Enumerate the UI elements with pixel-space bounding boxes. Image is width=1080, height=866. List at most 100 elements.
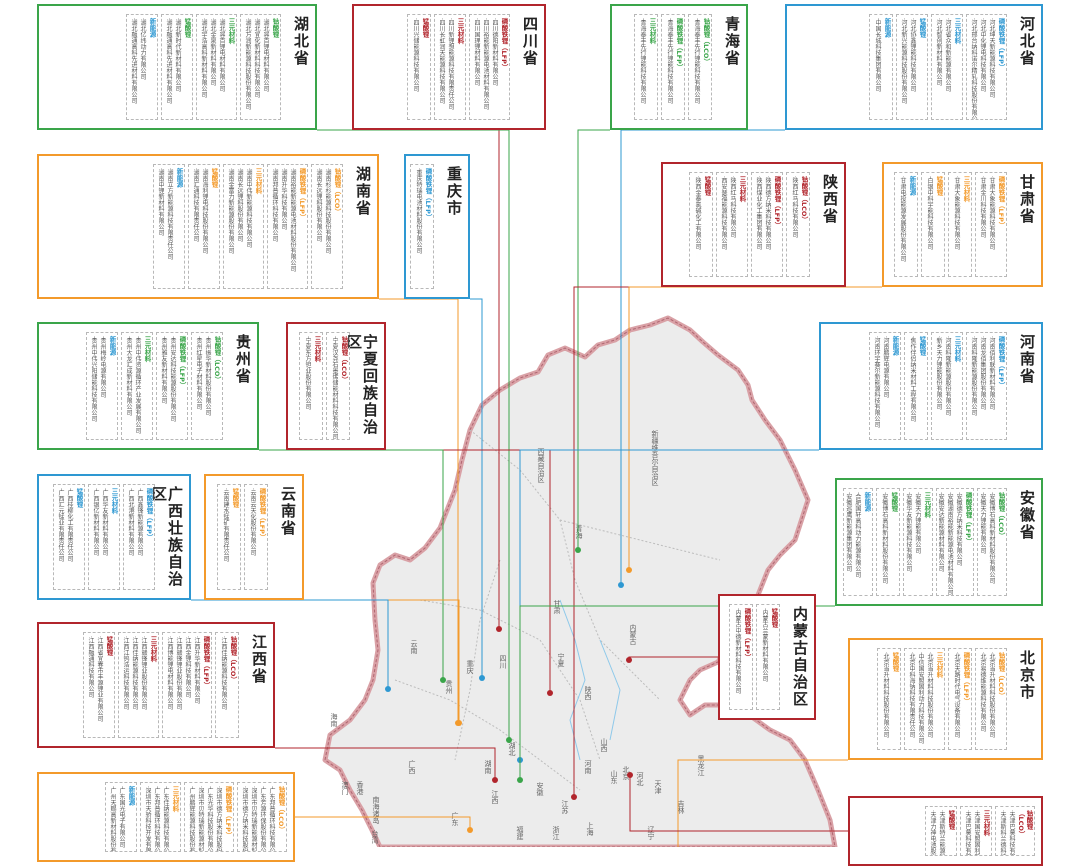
company-name: ·贵州振华新材料股份有限公司: [204, 336, 211, 416]
material-type-label: 锰酸锂: [210, 168, 218, 188]
river: [559, 599, 586, 761]
material-column: 新能源 ·湖南立方新能源科技有限责任公司 ·湖南中锂新材料有限公司: [153, 164, 185, 289]
province-name: 河南省: [1018, 334, 1036, 385]
river: [599, 639, 621, 741]
material-type-label: 新能源: [108, 336, 116, 356]
map-label: 天津: [654, 780, 662, 795]
material-column: 磷酸铁锂（LFP） ·四川德阳新材料有限公司 ·四川裕能新能源电池材料有限公司 ·四川…: [469, 14, 510, 120]
company-name: ·湖南升华科技有限公司: [280, 168, 287, 230]
map-label: 澳门: [341, 780, 349, 796]
material-type-label: 钴酸锂（LCO）: [229, 636, 237, 683]
company-name: ·安徽华友新能源科技有限公司: [904, 492, 912, 572]
material-columns: 钴酸锂（LCO） ·宁夏汉尧石墨烯储能材料科技有限公司 三元材料 ·宁夏东方钽业股份有…: [294, 332, 350, 440]
province-name: 安徽省: [1018, 490, 1036, 541]
connector-line: [577, 129, 610, 550]
material-type-label: 钴酸锂（LCO）: [340, 336, 348, 383]
company-name: ·北京当升材料科技股份有限公司: [988, 652, 995, 738]
material-columns: 钴酸锂（LCO） ·江西佳纳能源科技有限公司 磷酸铁锂（LFP） ·江西升华新材料有限…: [45, 632, 239, 738]
province-dot: [517, 777, 523, 783]
material-column: 锰酸锂 ·天津斯特兰能源科技有限公司 ·天津力神电池股份有限公司: [925, 806, 957, 856]
company-name: ·深圳市贝特瑞新能源材料股份有限公司: [250, 786, 257, 852]
company-name: ·湖南邦普循环科技有限公司: [271, 168, 278, 242]
company-name: ·广东国光电子有限公司: [118, 786, 125, 848]
material-type-label: 磷酸铁锂（LFP）: [145, 488, 153, 541]
material-type-label: 锰酸锂: [889, 492, 898, 512]
company-name: ·湖南长远锂科股份有限公司: [236, 168, 243, 242]
material-type-label: 锰酸锂: [770, 608, 778, 628]
province-boundary: [419, 599, 601, 761]
company-name: ·湖南长远锂科股份有限公司: [315, 168, 322, 242]
material-type-label: 钴酸锂（LCO）: [213, 336, 221, 383]
company-name: ·安徽湖南裕能新能源电池材料有限公司: [946, 492, 954, 596]
company-name: ·安徽博石高科新材料股份有限公司: [988, 492, 995, 584]
material-type-label: 钴酸锂（LCO）: [1017, 810, 1033, 838]
company-name: ·内蒙古中德新材料科技有限公司: [734, 608, 741, 694]
province-box-jiangxi: 江西省 钴酸锂（LCO） ·江西佳纳能源科技有限公司 磷酸铁锂（LFP） ·江西升华新材…: [37, 622, 275, 748]
connector-line: [295, 816, 471, 830]
company-name: ·四川新锂想能源科技有限责任公司: [447, 18, 454, 110]
material-type-label: 磷酸铁锂（LFP）: [500, 18, 508, 71]
material-type-label: 三元材料: [953, 18, 961, 44]
material-type-label: 钴酸锂（LCO）: [702, 18, 710, 65]
province-dot: [571, 794, 577, 800]
company-name: ·陕西红马科技有限公司: [729, 176, 736, 238]
material-type-label: 新能源: [148, 18, 156, 38]
company-name: ·河北智创新材料有限公司: [935, 18, 942, 86]
province-dot: [385, 686, 391, 692]
company-name: ·重庆特瑞电池材料股份有限公司: [415, 168, 422, 254]
material-type-label: 三元材料: [935, 652, 943, 678]
province-name: 宁夏回族自治区: [345, 334, 379, 436]
material-columns: 钴酸锂（LCO） ·贵州振华新材料股份有限公司 ·贵州红星电子材料有限公司 磷酸铁锂（…: [45, 332, 223, 440]
company-name: ·广西汇元锰业有限责任公司: [57, 488, 64, 562]
material-column: 三元材料 ·安徽天力锂能有限公司 ·安徽华友新能源科技有限公司: [902, 488, 933, 596]
company-name: ·湖北万润新能源科技股份有限公司: [244, 18, 251, 110]
company-name: ·宁夏汉尧石墨烯储能材料科技有限公司: [331, 336, 338, 440]
company-name: ·江西赣锋锂业股份有限公司: [140, 636, 147, 710]
company-name: ·江西佳纳能源科技有限公司: [131, 636, 138, 710]
material-column: 锰酸锂 ·内蒙古兰蒙新材料有限公司: [756, 604, 780, 710]
company-name: ·北京易德维能源科技有限公司: [979, 652, 986, 732]
connector-line: [379, 298, 459, 723]
company-name: ·天津斯特兰能源科技有限公司: [938, 810, 945, 856]
province-name: 湖南省: [354, 166, 372, 217]
province-dot: [496, 626, 502, 632]
province-name: 云南省: [279, 486, 297, 537]
company-name: ·天津巴莫科技有限责任公司: [964, 810, 971, 856]
company-name: ·青海泰丰先行锂能科技有限公司: [639, 18, 646, 104]
connector-line: [259, 449, 444, 680]
company-name: ·陕西红马科技有限公司: [791, 176, 798, 238]
material-type-label: 磷酸铁锂（LFP）: [743, 608, 751, 661]
company-name: ·湖北金泉新材料有限公司: [209, 18, 216, 86]
company-name: ·湖北亿纬动力有限公司: [139, 18, 146, 80]
company-name: ·广州天赐高新材料股份有限公司: [109, 786, 116, 852]
connector-line: [629, 775, 848, 832]
material-columns: 磷酸铁锂（LFP） ·广西鑫锋新能源有限公司 ·广西北港新材料有限公司 三元材料 ·广西…: [45, 484, 155, 590]
material-column: 新能源 ·河南鹏辉电源有限公司 ·河南环宇赛尔新能源科技有限公司: [869, 332, 901, 440]
company-name: ·湖南海利锂电科技股份有限公司: [201, 168, 208, 254]
map-label: 西藏自治区: [537, 448, 545, 483]
material-type-label: 锰酸锂: [421, 18, 429, 38]
material-column: 三元材料 ·四川新锂想能源科技有限责任公司 ·四川长虹润天能源科技有限公司: [434, 14, 466, 120]
map-label: 广东: [451, 811, 459, 826]
material-column: 锰酸锂 ·北京当升材料科技股份有限公司: [877, 648, 901, 750]
company-name: ·湖北宜化新材料科技有限公司: [253, 18, 260, 98]
company-name: ·安徽安达新能源材料有限公司: [937, 492, 945, 572]
company-name: ·湖北融通高科先进材料有限公司: [130, 18, 137, 104]
material-type-label: 三元材料: [962, 176, 970, 202]
company-name: ·湖北容百锂电材料有限公司: [262, 18, 269, 92]
company-name: ·湖南杉杉能源科技股份有限公司: [324, 168, 331, 254]
company-name: ·湖北融通高科先进材料有限公司: [165, 18, 172, 104]
province-box-ningxia: 宁夏回族自治区 钴酸锂（LCO） ·宁夏汉尧石墨烯储能材料科技有限公司 三元材料 ·宁夏…: [286, 322, 386, 450]
material-type-label: 锰酸锂: [947, 810, 955, 830]
company-name: ·天津斯科兰德科技有限公司: [999, 810, 1006, 856]
material-type-label: 三元材料: [648, 18, 656, 44]
material-column: 钴酸锂（LCO） ·北京当升材料科技股份有限公司 ·北京易德维能源科技有限公司: [975, 648, 1007, 750]
material-column: 钴酸锂（LCO） ·江西佳纳能源科技有限公司: [215, 632, 239, 738]
province-supplier-map: 新疆维吾尔自治区 西藏自治区 内蒙古 四川 青海 甘肃 宁夏 陕西 山西 河北 北京 天津 辽宁 吉林 黑龙…: [37, 4, 1043, 866]
company-name: ·贵州梅岭电源有限公司: [99, 336, 106, 398]
company-name: ·安徽天力锂能有限公司: [913, 492, 921, 554]
map-label: 浙江: [552, 825, 560, 841]
material-column: 三元材料 ·广东佳纳能源科技有限公司 ·广东邦普循环科技有限公司 ·深圳市天骄科技开发…: [140, 782, 181, 852]
material-column: 磷酸铁锂（LFP） ·深圳市德方纳米科技股份有限公司 ·广东光华科技股份有限公司 ·深…: [184, 782, 234, 852]
province-dot: [627, 772, 633, 778]
